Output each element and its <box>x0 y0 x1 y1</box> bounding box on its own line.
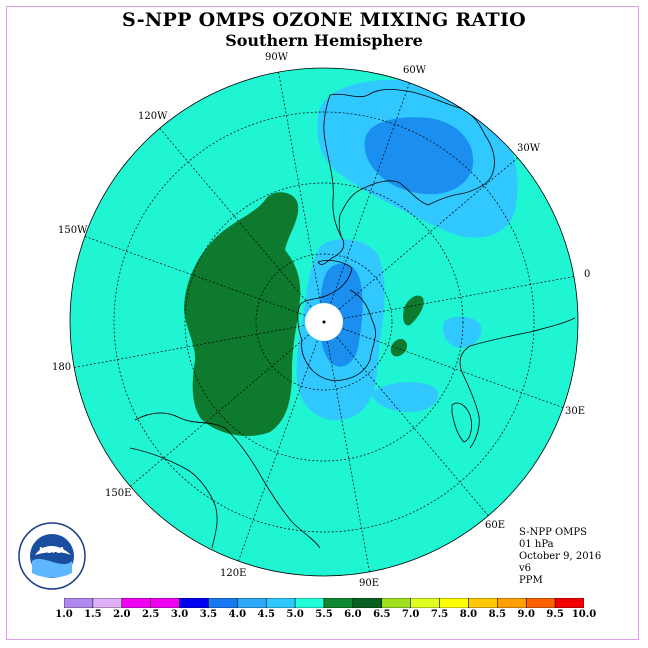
map-border <box>69 67 579 577</box>
lon-label-150W: 150W <box>58 225 88 236</box>
lon-label-30E: 30E <box>565 406 585 417</box>
colorbar-swatch <box>208 598 238 608</box>
lon-label-0: 0 <box>584 269 590 280</box>
colorbar-swatch <box>525 598 556 608</box>
graticule-circles <box>113 111 535 533</box>
colorbar-label: 1.5 <box>84 609 102 620</box>
info-level: 01 hPa <box>519 539 554 550</box>
colorbar-swatch <box>121 598 151 608</box>
colorbar-label: 2.5 <box>141 609 160 620</box>
colorbar-swatch <box>554 598 584 608</box>
colorbar-label: 9.5 <box>546 609 564 620</box>
longitude-labels: 90W 60W 120W 30W 150W 0 180 30E 150E 60E… <box>52 52 590 589</box>
colorbar-label: 7.5 <box>430 609 449 620</box>
lon-label-180: 180 <box>52 362 71 373</box>
info-date: October 9, 2016 <box>519 551 602 562</box>
colorbar <box>64 598 584 608</box>
lon-label-120W: 120W <box>138 111 168 122</box>
contour-4-0-south-america <box>364 117 474 195</box>
coast-south-america <box>329 88 495 241</box>
map-title: S-NPP OMPS OZONE MIXING RATIO <box>121 9 527 31</box>
contour-4-5-small-blob <box>442 316 482 348</box>
contour-4-5-indian-ocean <box>372 382 439 412</box>
map-subtitle: Southern Hemisphere <box>225 31 423 50</box>
south-pole-marker <box>322 320 326 324</box>
colorbar-label: 8.5 <box>488 609 507 620</box>
colorbar-label: 3.5 <box>199 609 218 620</box>
contour-5-5-small <box>390 338 408 357</box>
colorbar-label: 2.0 <box>113 609 131 620</box>
coast-australia-nz <box>134 412 321 549</box>
colorbar-label: 8.0 <box>459 609 478 620</box>
coast-antarctic-peninsula <box>317 239 345 265</box>
coast-south-america-west <box>323 94 344 241</box>
colorbar-swatch <box>381 598 411 608</box>
colorbar-swatch <box>323 598 354 608</box>
colorbar-swatch <box>150 598 180 608</box>
lon-label-150E: 150E <box>105 488 131 499</box>
logo-text: NOAA <box>39 546 65 555</box>
colorbar-label: 4.0 <box>228 609 247 620</box>
lon-label-60E: 60E <box>485 520 505 531</box>
coast-indonesia <box>129 447 218 549</box>
colorbar-label: 9.0 <box>517 609 535 620</box>
colorbar-label: 7.0 <box>401 609 420 620</box>
contour-5-5-pacific <box>184 192 301 436</box>
colorbar-label: 3.0 <box>170 609 189 620</box>
coastlines <box>129 88 576 549</box>
colorbar-swatch <box>179 598 209 608</box>
colorbar-label: 4.5 <box>257 609 275 620</box>
colorbar-swatch <box>439 598 469 608</box>
noaa-logo-icon: NOAA <box>18 522 86 590</box>
contour-5-5-south-atlantic <box>403 295 424 326</box>
colorbar-swatch <box>468 598 498 608</box>
colorbar-swatch <box>352 598 383 608</box>
info-block: S-NPP OMPS 01 hPa October 9, 2016 v6 PPM <box>519 527 601 587</box>
colorbar-label: 5.5 <box>315 609 333 620</box>
plot-frame <box>6 6 639 640</box>
colorbar-swatch <box>237 598 267 608</box>
colorbar-swatch <box>92 598 123 608</box>
colorbar-swatch <box>64 598 94 608</box>
colorbar-swatch <box>410 598 440 608</box>
lon-label-30W: 30W <box>517 143 541 154</box>
lon-label-60W: 60W <box>403 65 427 76</box>
lon-label-90E: 90E <box>359 578 379 589</box>
lon-label-90W: 90W <box>265 52 289 63</box>
colorbar-label: 6.0 <box>344 609 362 620</box>
colorbar-swatch <box>265 598 296 608</box>
colorbar-label: 5.0 <box>286 609 304 620</box>
colorbar-swatch <box>294 598 325 608</box>
info-version: v6 <box>519 563 532 574</box>
info-units: PPM <box>519 575 543 586</box>
colorbar-label: 10.0 <box>571 609 597 620</box>
colorbar-swatch <box>497 598 527 608</box>
coast-madagascar <box>451 402 472 443</box>
colorbar-label: 6.5 <box>373 609 391 620</box>
info-instrument: S-NPP OMPS <box>519 527 587 538</box>
lon-label-120E: 120E <box>220 568 246 579</box>
colorbar-label: 1.0 <box>55 609 73 620</box>
